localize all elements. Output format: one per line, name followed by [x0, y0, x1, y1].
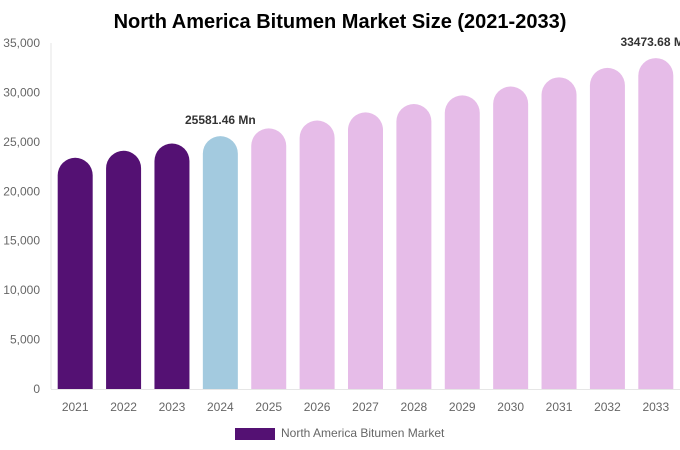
bars [57, 58, 674, 390]
x-tick-label: 2021 [62, 400, 89, 414]
y-tick-label: 15,000 [3, 234, 40, 248]
bar-2021[interactable] [57, 157, 93, 389]
x-axis: 2021 2022 2023 2024 2025 2026 2027 2028 2029 2030… [51, 389, 680, 414]
data-label-2033: 33473.68 Mn [620, 35, 680, 49]
bar-2028[interactable] [396, 103, 432, 389]
y-tick-label: 20,000 [3, 184, 40, 198]
x-tick-label: 2033 [642, 400, 669, 414]
bar-2026[interactable] [299, 120, 335, 389]
x-tick-label: 2022 [110, 400, 137, 414]
bar-2029[interactable] [444, 95, 480, 389]
x-tick-label: 2026 [304, 400, 331, 414]
bar-2032[interactable] [589, 67, 625, 390]
x-tick-label: 2032 [594, 400, 621, 414]
bar-2027[interactable] [348, 112, 383, 389]
data-labels: 25581.46 Mn 33473.68 Mn [185, 35, 680, 127]
bar-2031[interactable] [541, 77, 577, 389]
y-axis: 0 5,000 10,000 15,000 20,000 25,000 30,000 35,0… [3, 36, 52, 396]
y-tick-label: 10,000 [3, 283, 40, 297]
x-tick-label: 2024 [207, 400, 234, 414]
x-tick-label: 2030 [497, 400, 524, 414]
legend-label: North America Bitumen Market [281, 426, 445, 440]
y-tick-label: 5,000 [10, 333, 40, 347]
bar-2033[interactable] [638, 58, 674, 389]
y-tick-label: 0 [33, 382, 40, 396]
y-tick-label: 25,000 [3, 135, 40, 149]
bar-2025[interactable] [251, 128, 287, 389]
bar-2030[interactable] [493, 86, 529, 389]
x-tick-label: 2028 [401, 400, 428, 414]
bar-2022[interactable] [106, 150, 142, 389]
x-tick-label: 2027 [352, 400, 379, 414]
x-tick-label: 2031 [546, 400, 573, 414]
x-tick-label: 2023 [159, 400, 186, 414]
legend-swatch [235, 428, 275, 440]
x-tick-label: 2029 [449, 400, 476, 414]
y-tick-label: 35,000 [3, 36, 40, 50]
data-label-2024: 25581.46 Mn [185, 113, 256, 127]
bar-2023[interactable] [154, 143, 190, 389]
bar-2024[interactable] [202, 136, 238, 389]
legend[interactable]: North America Bitumen Market [235, 426, 445, 440]
y-tick-label: 30,000 [3, 85, 40, 99]
chart-title: North America Bitumen Market Size (2021-… [114, 11, 567, 33]
x-tick-label: 2025 [255, 400, 282, 414]
